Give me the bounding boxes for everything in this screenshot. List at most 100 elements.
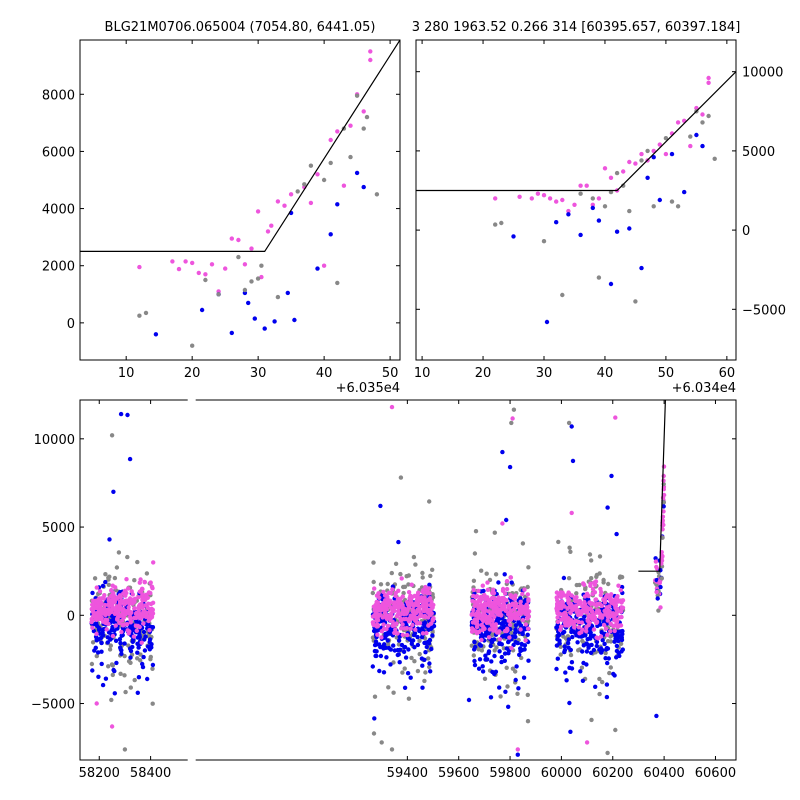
season-2-point — [394, 614, 399, 619]
season-4-point — [603, 656, 608, 661]
season-3-point — [479, 613, 485, 618]
season-1-point — [99, 596, 105, 601]
season-3-point — [513, 611, 518, 616]
top-right-data-point — [596, 196, 602, 201]
top-left-y-tick-label: 8000 — [42, 88, 75, 103]
outlier-point — [515, 747, 520, 752]
top-left-data-point — [196, 270, 201, 276]
top-left-data-point — [308, 200, 314, 206]
bottom-x-tick-label: 58200 — [79, 766, 120, 781]
outlier-point — [379, 740, 384, 745]
season-2-point — [428, 669, 433, 674]
season-1-point — [94, 638, 99, 643]
season-2-point — [406, 647, 411, 652]
top-right-data-point — [682, 189, 687, 195]
top-left-data-point — [229, 236, 234, 241]
top-left-data-point — [275, 294, 281, 300]
top-left-data-point — [335, 280, 340, 286]
outlier-point — [389, 404, 395, 410]
season-4-point — [566, 576, 572, 581]
season-1-point — [115, 595, 120, 600]
season-3-point — [493, 669, 499, 674]
season-1-point — [100, 583, 106, 589]
season-4-point — [614, 611, 619, 617]
season-4-point — [577, 598, 583, 604]
season-3-point — [496, 600, 501, 605]
top-left-data-point — [368, 49, 373, 54]
season-2-point — [426, 656, 431, 661]
bottom-x-tick-label: 59600 — [438, 766, 479, 781]
season-4-point — [580, 649, 585, 654]
top-right-y-tick-label: 5000 — [742, 145, 775, 160]
season-3-point — [516, 616, 521, 621]
top-right-data-point — [688, 143, 693, 149]
season-1-point — [126, 605, 131, 610]
season-3-point — [486, 609, 492, 614]
top-right-x-tick-label: 60 — [719, 366, 736, 381]
season-2-point — [398, 618, 404, 623]
season-1-point — [128, 618, 133, 623]
season-4-point — [604, 694, 610, 700]
season-4-point — [584, 609, 589, 615]
top-right-data-point — [700, 112, 705, 117]
season-1-point — [132, 677, 137, 683]
season-1-point — [127, 646, 133, 651]
season-3-point — [470, 611, 475, 616]
top-left-data-point — [223, 266, 228, 271]
top-right-data-point — [547, 196, 553, 201]
season-2-point — [417, 651, 422, 657]
season-3-point — [493, 624, 498, 630]
season-1-point — [128, 685, 133, 690]
bottom-y-tick-label: 10000 — [34, 433, 75, 448]
top-left-x-tick-label: 30 — [250, 366, 267, 381]
outlier-point — [504, 517, 509, 523]
season-2-point — [371, 560, 376, 565]
season-2-point — [418, 598, 424, 604]
season-4-point — [612, 618, 617, 623]
event-point — [661, 509, 666, 514]
season-3-point — [525, 604, 530, 610]
season-2-point — [402, 645, 407, 650]
season-1-point — [97, 589, 103, 594]
season-2-point — [430, 618, 435, 623]
season-4-point — [616, 638, 621, 644]
event-point — [661, 478, 666, 483]
season-3-point — [496, 580, 501, 585]
season-4-point — [576, 648, 581, 653]
season-1-point — [96, 627, 102, 632]
season-2-point — [379, 635, 384, 640]
top-right-data-point — [584, 183, 589, 188]
season-2-point — [390, 587, 395, 592]
season-3-point — [491, 628, 496, 633]
season-3-point — [507, 609, 513, 614]
season-2-point — [388, 605, 393, 610]
season-1-point — [99, 649, 104, 654]
top-left-y-tick-label: 4000 — [42, 203, 75, 218]
top-right-data-point — [572, 202, 577, 207]
season-3-point — [509, 645, 514, 651]
top-right-data-point — [493, 196, 498, 201]
season-2-point — [415, 634, 420, 640]
season-3-point — [478, 604, 483, 609]
season-2-point — [430, 605, 435, 610]
top-left-data-point — [252, 316, 257, 321]
season-1-point — [119, 629, 124, 635]
season-1-point — [90, 668, 95, 673]
outlier-point — [500, 449, 505, 455]
season-4-point — [579, 665, 585, 670]
season-1-point — [94, 585, 100, 590]
season-2-point — [423, 670, 428, 675]
season-2-point — [390, 619, 395, 624]
season-3-point — [494, 630, 500, 635]
season-1-point — [128, 655, 133, 660]
season-4-point — [605, 660, 610, 666]
season-1-point — [131, 634, 137, 639]
top-left-data-point — [190, 260, 195, 266]
season-2-point — [422, 678, 427, 684]
bottom-x-tick-label: 60200 — [592, 766, 633, 781]
season-2-point — [397, 597, 403, 603]
season-4-point — [561, 634, 566, 639]
season-4-point — [578, 669, 583, 674]
season-3-point — [486, 650, 491, 656]
season-4-point — [562, 644, 567, 649]
